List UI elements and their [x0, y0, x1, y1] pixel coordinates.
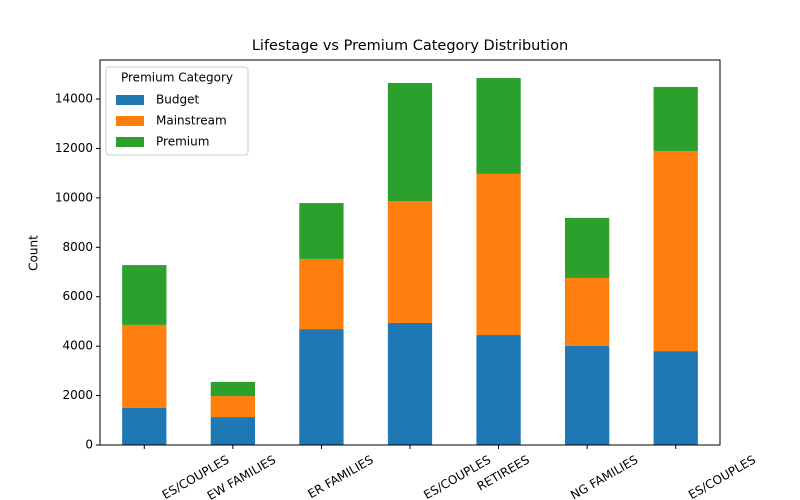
- bar-segment: [299, 329, 344, 445]
- bar-segment: [653, 86, 698, 151]
- bar-segment: [210, 381, 255, 397]
- bar-segment: [122, 407, 167, 445]
- bar-segment: [565, 277, 610, 346]
- legend-label: Premium: [156, 135, 209, 149]
- y-tick-label: 12000: [55, 141, 93, 155]
- legend-label: Mainstream: [156, 114, 227, 128]
- y-tick-label: 4000: [62, 339, 93, 353]
- bar-segment: [299, 258, 344, 330]
- bar-segment: [210, 417, 255, 445]
- y-tick-label: 0: [85, 438, 93, 452]
- legend-box: [105, 66, 249, 156]
- legend: Premium Category Budget Mainstream Premium: [105, 66, 249, 156]
- y-tick-label: 14000: [55, 92, 93, 106]
- bar-segment: [122, 265, 167, 325]
- y-tick-label: 6000: [62, 289, 93, 303]
- bar-segment: [122, 324, 167, 408]
- bar-segment: [387, 201, 433, 323]
- y-tick-label: 2000: [62, 388, 93, 402]
- y-tick-label: 10000: [55, 190, 93, 204]
- bar-segment: [387, 322, 433, 445]
- bar-segment: [476, 78, 521, 174]
- legend-swatch: [116, 116, 144, 126]
- plot-frame: [99, 59, 721, 446]
- y-tick-label: 8000: [62, 240, 93, 254]
- bar-segment: [565, 217, 610, 278]
- legend-swatch: [116, 137, 144, 147]
- legend-swatch: [116, 95, 144, 105]
- chart-title: Lifestage vs Premium Category Distributi…: [252, 38, 568, 54]
- y-axis-label: Count: [27, 235, 41, 271]
- legend-title: Premium Category: [121, 71, 233, 85]
- bar-segment: [387, 82, 433, 202]
- legend-label: Budget: [156, 93, 199, 107]
- bar-segment: [476, 173, 521, 336]
- bar-segment: [653, 150, 698, 352]
- bar-segment: [653, 351, 698, 445]
- bar-segment: [565, 345, 610, 445]
- bar-segment: [299, 203, 344, 259]
- bar-segment: [476, 335, 521, 445]
- bar-segment: [210, 396, 255, 418]
